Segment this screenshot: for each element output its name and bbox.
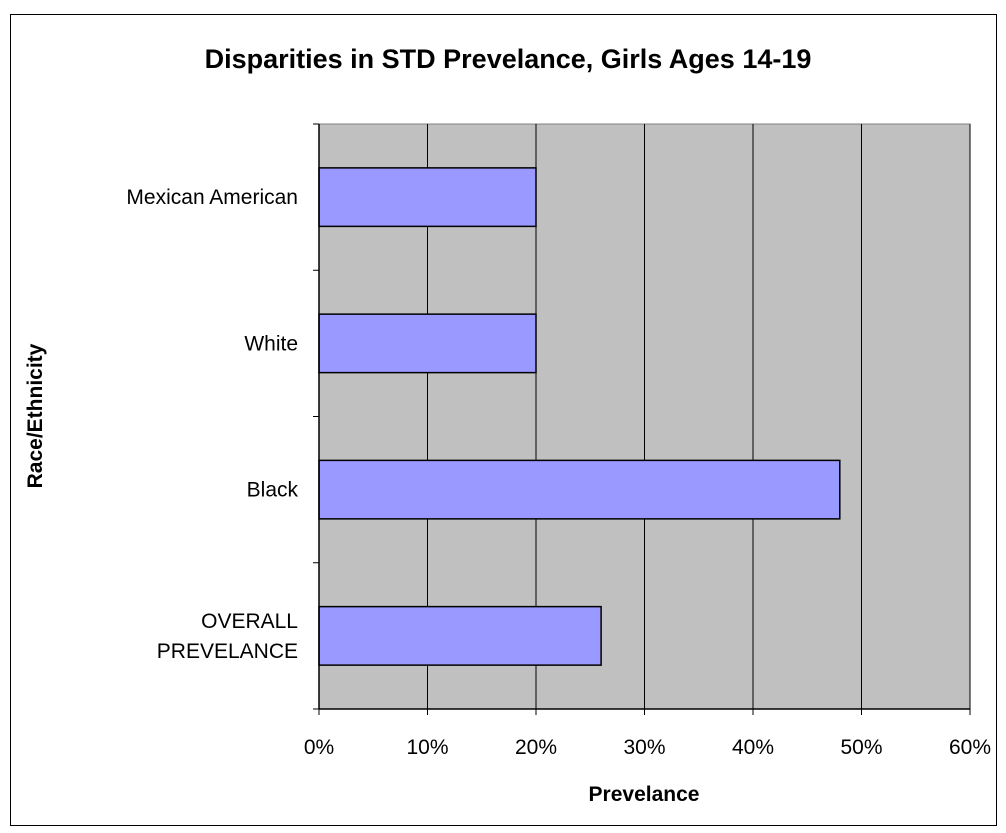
- bar: [318, 167, 537, 228]
- bar: [318, 313, 537, 374]
- x-tick-label: 10%: [406, 736, 448, 759]
- x-axis-title: Prevelance: [589, 783, 700, 806]
- y-axis-title: Race/Ethnicity: [24, 343, 47, 488]
- bar: [318, 605, 602, 666]
- bar: [318, 459, 841, 520]
- category-label: White: [244, 332, 298, 355]
- x-tick-label: 60%: [949, 736, 991, 759]
- category-label: Mexican American: [126, 186, 298, 209]
- x-tick-label: 40%: [732, 736, 774, 759]
- axes: [313, 123, 971, 715]
- chart-title: Disparities in STD Prevelance, Girls Age…: [205, 44, 812, 74]
- x-tick-labels: 0% 10% 20% 30% 40% 50% 60%: [304, 736, 991, 759]
- x-tick-label: 30%: [623, 736, 665, 759]
- x-tick-label: 0%: [304, 736, 334, 759]
- category-label: OVERALL PREVELANCE: [157, 610, 298, 663]
- category-label: Black: [247, 479, 299, 502]
- x-tick-label: 20%: [515, 736, 557, 759]
- bars: [318, 167, 841, 666]
- x-tick-label: 50%: [840, 736, 882, 759]
- category-labels: Mexican American White Black OVERALL PREVELA…: [126, 186, 298, 663]
